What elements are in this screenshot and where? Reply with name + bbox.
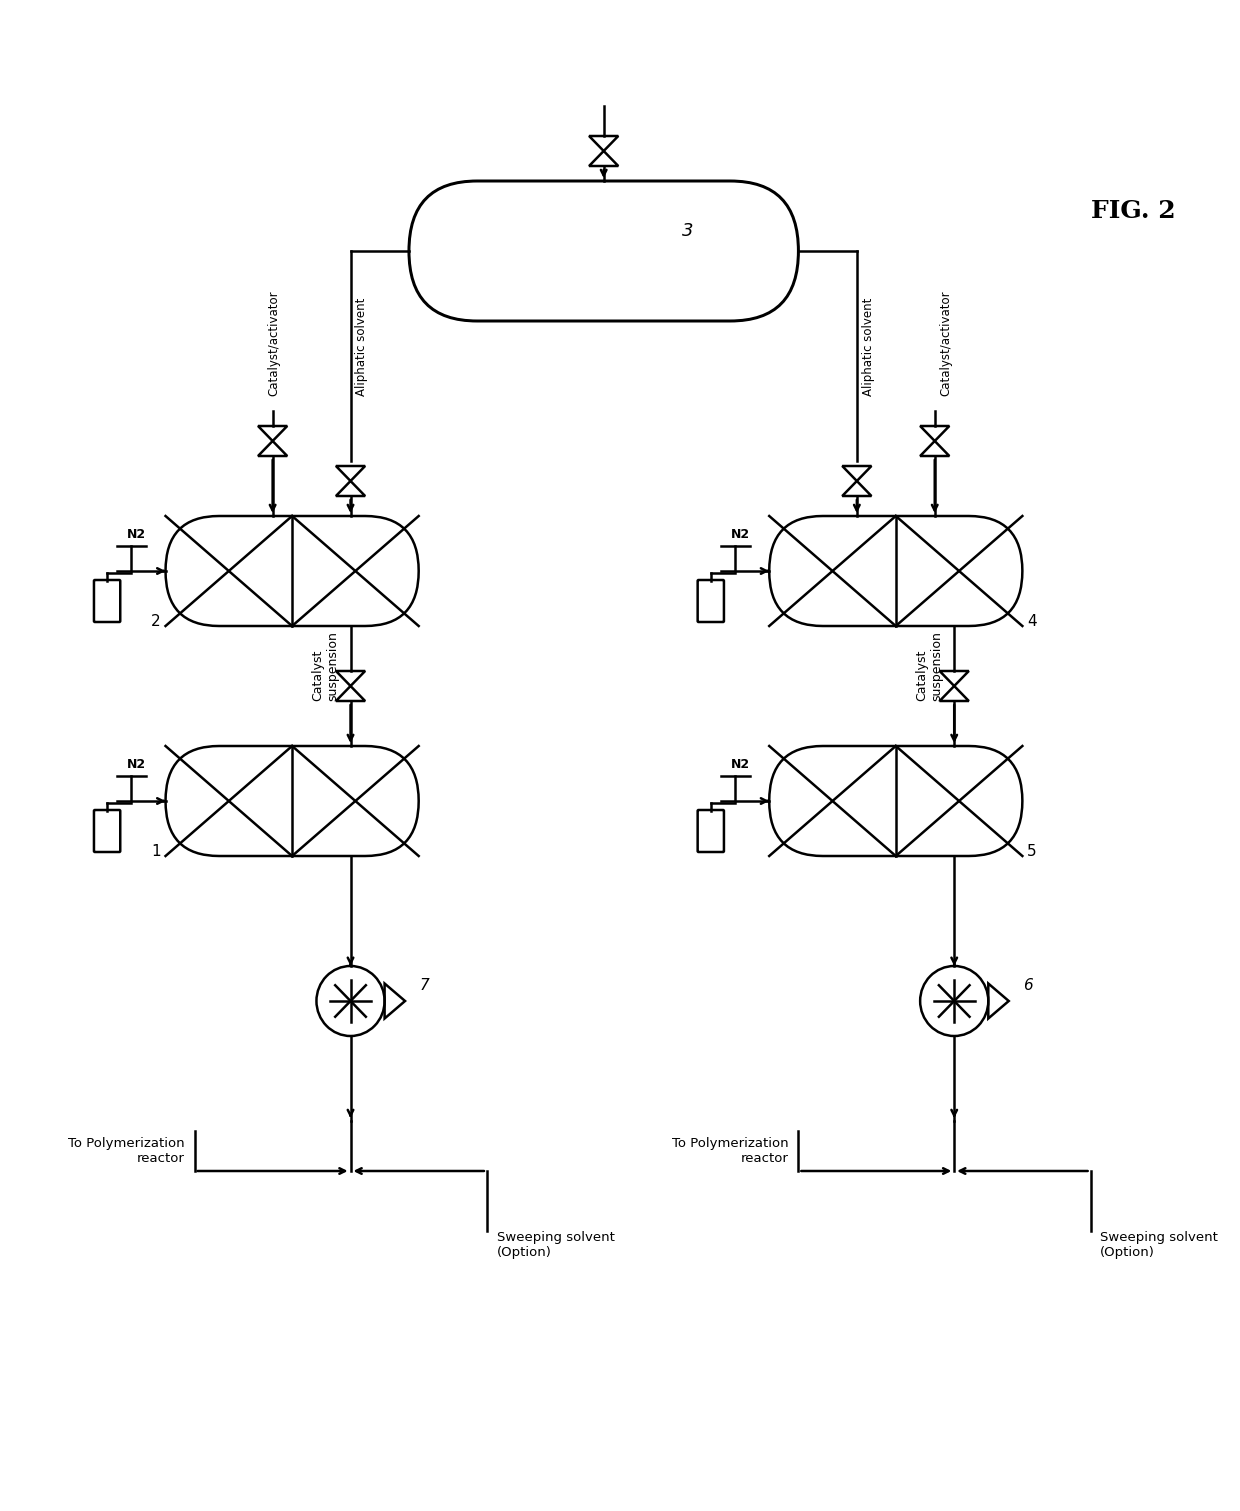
Text: Aliphatic solvent: Aliphatic solvent xyxy=(356,298,368,396)
Text: Catalyst
suspension: Catalyst suspension xyxy=(915,632,944,701)
FancyBboxPatch shape xyxy=(409,181,799,320)
Text: 7: 7 xyxy=(419,979,429,994)
Text: FIG. 2: FIG. 2 xyxy=(1090,199,1176,224)
Text: 3: 3 xyxy=(682,222,693,240)
Text: Sweeping solvent
(Option): Sweeping solvent (Option) xyxy=(496,1231,615,1259)
Text: 5: 5 xyxy=(1027,843,1037,858)
Text: To Polymerization
reactor: To Polymerization reactor xyxy=(672,1136,789,1165)
Text: N2: N2 xyxy=(126,759,146,771)
FancyBboxPatch shape xyxy=(698,810,724,852)
Text: N2: N2 xyxy=(730,759,749,771)
Text: 4: 4 xyxy=(1027,613,1037,629)
FancyBboxPatch shape xyxy=(698,580,724,623)
Text: 6: 6 xyxy=(1023,979,1033,994)
Text: Catalyst/activator: Catalyst/activator xyxy=(268,290,280,396)
Text: 2: 2 xyxy=(151,613,161,629)
Text: N2: N2 xyxy=(126,527,146,541)
FancyBboxPatch shape xyxy=(94,580,120,623)
Text: To Polymerization
reactor: To Polymerization reactor xyxy=(68,1136,185,1165)
Text: Catalyst
suspension: Catalyst suspension xyxy=(311,632,340,701)
FancyBboxPatch shape xyxy=(769,746,1022,857)
FancyBboxPatch shape xyxy=(165,515,419,626)
FancyBboxPatch shape xyxy=(94,810,120,852)
Text: 1: 1 xyxy=(151,843,161,858)
Text: Catalyst/activator: Catalyst/activator xyxy=(940,290,952,396)
FancyBboxPatch shape xyxy=(165,746,419,857)
Text: Sweeping solvent
(Option): Sweeping solvent (Option) xyxy=(1100,1231,1218,1259)
Text: N2: N2 xyxy=(730,527,749,541)
Text: Aliphatic solvent: Aliphatic solvent xyxy=(862,298,874,396)
FancyBboxPatch shape xyxy=(769,515,1022,626)
